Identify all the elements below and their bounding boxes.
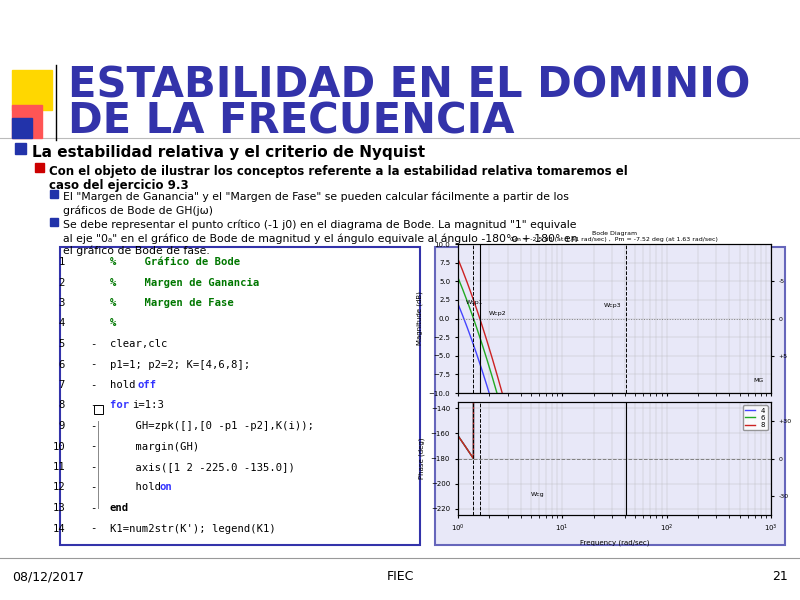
Text: clear,clc: clear,clc [110,339,167,349]
Text: 4: 4 [58,319,65,329]
Text: MG: MG [754,378,764,383]
Text: 3: 3 [58,298,65,308]
Text: Se debe representar el punto crítico (-1 j0) en el diagrama de Bode. La magnitud: Se debe representar el punto crítico (-1… [63,220,577,230]
Text: hold: hold [110,482,167,493]
Text: %: % [110,277,116,287]
Bar [94,404,103,413]
Text: 13: 13 [52,503,65,513]
Text: -: - [90,339,96,349]
Text: Wcp3: Wcp3 [604,304,622,308]
Text: end: end [110,503,129,513]
Text: 12: 12 [52,482,65,493]
Text: for: for [110,401,135,410]
Text: −: − [95,406,101,415]
Bar [50,218,58,226]
Text: 11: 11 [52,462,65,472]
Text: Wcp1: Wcp1 [466,299,483,305]
Text: Gráfico de Bode: Gráfico de Bode [119,257,240,267]
Legend: 4, 6, 8: 4, 6, 8 [743,406,767,430]
Text: %: % [110,257,116,267]
Bar [60,247,420,545]
Text: -: - [90,523,96,533]
Text: -: - [90,462,96,472]
Title: Bode Diagram
Gm = -2.5 dB (at 1.41 rad/sec) ,  Pm = -7.52 deg (at 1.63 rad/sec): Bode Diagram Gm = -2.5 dB (at 1.41 rad/s… [510,232,718,242]
Bar [435,247,785,545]
Text: i=1:3: i=1:3 [132,401,164,410]
Text: off: off [138,380,157,390]
Text: -: - [90,503,96,513]
Text: Con el objeto de ilustrar los conceptos referente a la estabilidad relativa toma: Con el objeto de ilustrar los conceptos … [49,165,628,178]
X-axis label: Frequency (rad/sec): Frequency (rad/sec) [580,539,649,546]
Text: K1=num2str(K'); legend(K1): K1=num2str(K'); legend(K1) [110,523,276,533]
Text: 7: 7 [58,380,65,390]
Bar [12,105,42,138]
Text: caso del ejercicio 9.3: caso del ejercicio 9.3 [49,179,189,192]
Text: 10: 10 [52,442,65,451]
Text: p1=1; p2=2; K=[4,6,8];: p1=1; p2=2; K=[4,6,8]; [110,359,250,370]
Text: 2: 2 [58,277,65,287]
Text: DE LA FRECUENCIA: DE LA FRECUENCIA [68,100,514,142]
Bar [15,143,26,154]
Text: La estabilidad relativa y el criterio de Nyquist: La estabilidad relativa y el criterio de… [32,145,425,160]
Bar [50,190,58,198]
Text: %: % [110,319,116,329]
Text: -: - [90,380,96,390]
Bar [35,163,44,172]
Text: Margen de Fase: Margen de Fase [119,298,234,308]
Text: 1: 1 [58,257,65,267]
Text: -: - [90,401,96,410]
Text: Margen de Ganancia: Margen de Ganancia [119,277,259,287]
Text: -: - [90,482,96,493]
Text: El "Margen de Ganancia" y el "Margen de Fase" se pueden calcular fácilmente a pa: El "Margen de Ganancia" y el "Margen de … [63,192,569,202]
Text: 8: 8 [58,401,65,410]
Text: %: % [110,298,116,308]
Text: 14: 14 [52,523,65,533]
Text: GH=zpk([],[0 -p1 -p2],K(i));: GH=zpk([],[0 -p1 -p2],K(i)); [110,421,314,431]
Text: -: - [90,442,96,451]
Text: el gráfico de Bode de fase.: el gráfico de Bode de fase. [63,246,210,257]
Text: FIEC: FIEC [386,570,414,583]
Text: al eje "0ₐ" en el gráfico de Bode de magnitud y el ángulo equivale al ángulo -18: al eje "0ₐ" en el gráfico de Bode de mag… [63,233,578,244]
Text: 08/12/2017: 08/12/2017 [12,570,84,583]
Y-axis label: Phase (deg): Phase (deg) [418,438,425,479]
Text: hold: hold [110,380,142,390]
Text: gráficos de Bode de GH(jω): gráficos de Bode de GH(jω) [63,205,213,215]
Text: Wcg: Wcg [530,493,544,497]
Bar [12,70,52,110]
Text: -: - [90,421,96,431]
Text: 21: 21 [772,570,788,583]
Text: 6: 6 [58,359,65,370]
Text: -: - [90,359,96,370]
Text: margin(GH): margin(GH) [110,442,199,451]
Text: 5: 5 [58,339,65,349]
Text: axis([1 2 -225.0 -135.0]): axis([1 2 -225.0 -135.0]) [110,462,295,472]
Text: ESTABILIDAD EN EL DOMINIO: ESTABILIDAD EN EL DOMINIO [68,65,750,107]
Y-axis label: Magnitude (dB): Magnitude (dB) [417,292,423,346]
Bar [12,118,32,138]
Text: on: on [160,482,173,493]
Text: Wcp2: Wcp2 [489,311,507,316]
Text: 9: 9 [58,421,65,431]
